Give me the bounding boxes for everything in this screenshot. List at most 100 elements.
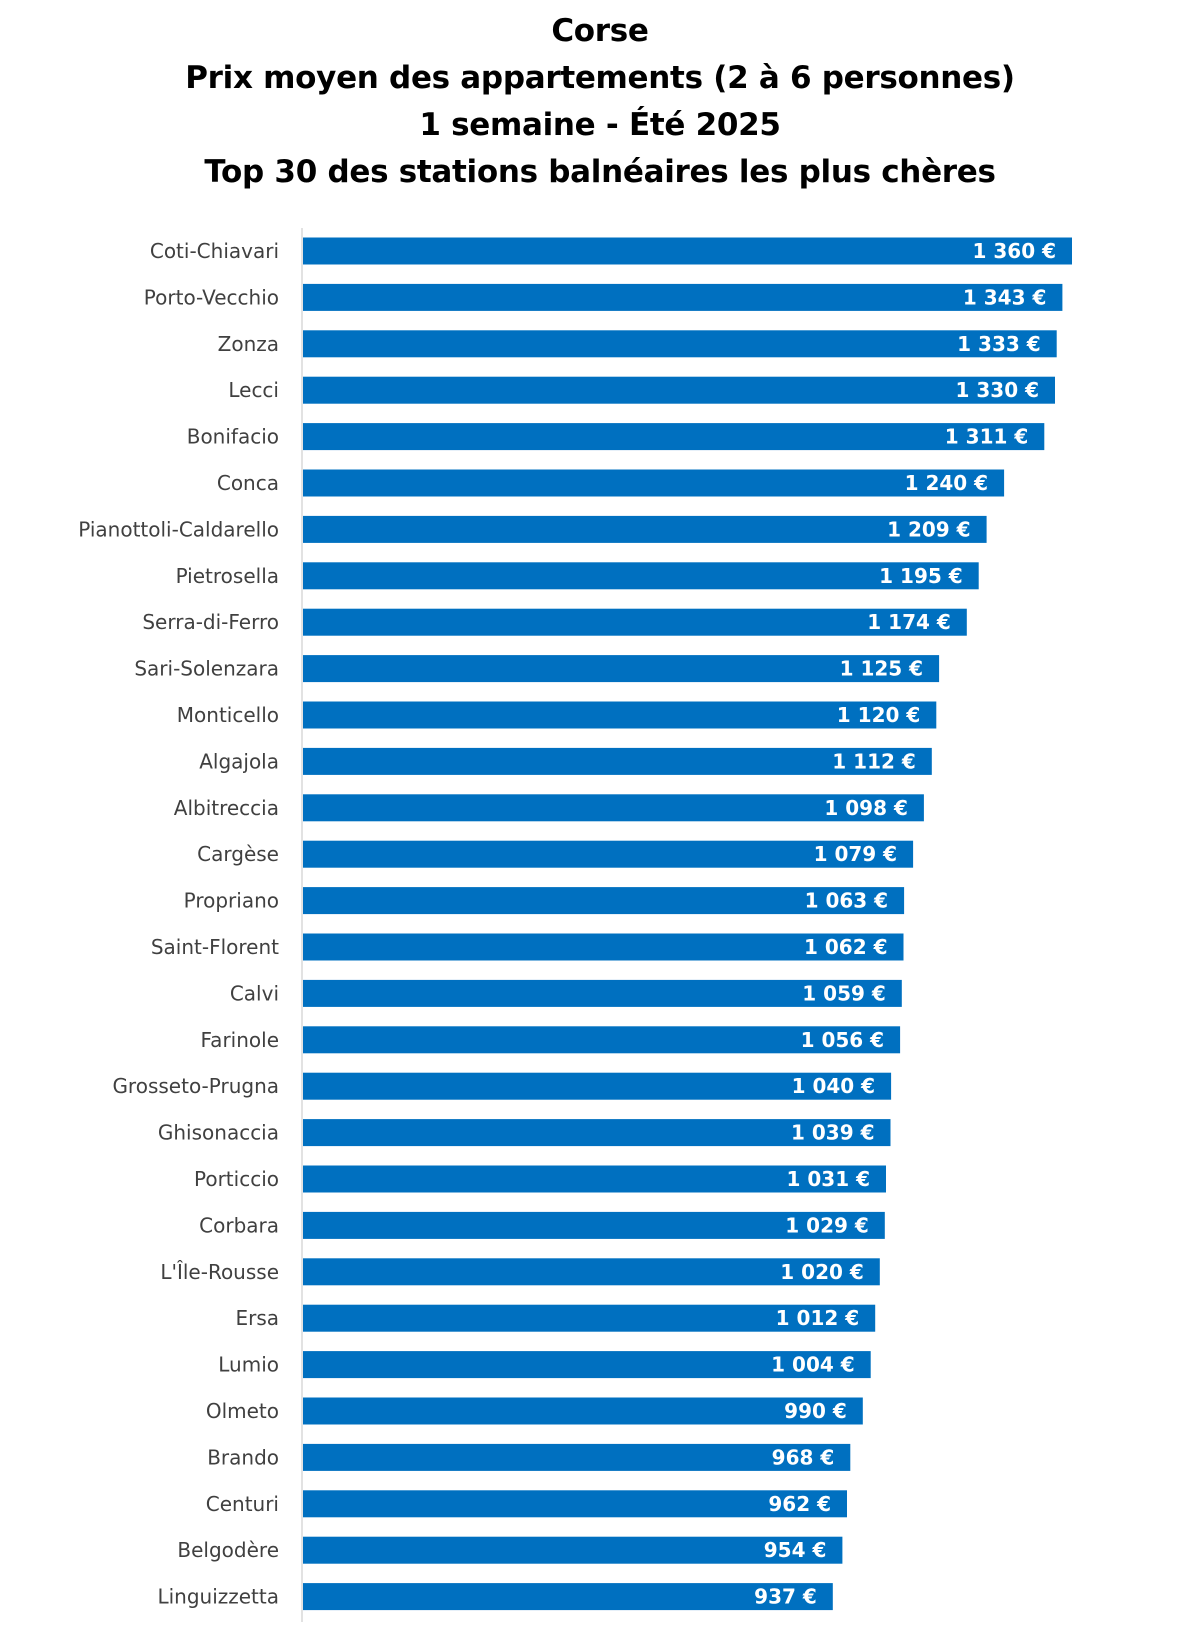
data-label: 990 €: [784, 1399, 847, 1423]
bar: [303, 376, 1055, 404]
bar-row: Porto-Vecchio 1 343 €: [144, 283, 1063, 311]
data-label: 1 020 €: [780, 1260, 864, 1284]
category-label: Brando: [207, 1445, 279, 1469]
data-label: 1 343 €: [963, 285, 1047, 309]
category-label: Saint-Florent: [151, 935, 279, 959]
data-label: 1 040 €: [792, 1074, 876, 1098]
bar-row: Belgodère 954 €: [177, 1536, 843, 1564]
category-label: Porticcio: [194, 1167, 279, 1191]
category-label: Olmeto: [206, 1399, 279, 1423]
data-label: 1 004 €: [771, 1353, 855, 1377]
data-label: 1 311 €: [945, 425, 1029, 449]
data-label: 1 333 €: [957, 332, 1041, 356]
category-label: Farinole: [201, 1028, 279, 1052]
bar: [303, 1351, 871, 1379]
category-label: Coti-Chiavari: [150, 239, 279, 263]
chart-title: Corse Prix moyen des appartements (2 à 6…: [0, 8, 1200, 196]
category-label: Linguizzetta: [157, 1585, 279, 1609]
data-label: 1 120 €: [837, 703, 921, 727]
bar-row: Saint-Florent 1 062 €: [151, 933, 904, 961]
data-label: 1 031 €: [786, 1167, 870, 1191]
data-label: 1 062 €: [804, 935, 888, 959]
category-label: Monticello: [177, 703, 279, 727]
category-label: Ersa: [235, 1306, 279, 1330]
bar: [303, 1258, 880, 1286]
category-label: L'Île-Rousse: [160, 1260, 279, 1284]
data-label: 1 012 €: [776, 1306, 860, 1330]
bar-row: Pietrosella 1 195 €: [176, 562, 979, 590]
bar: [303, 608, 967, 636]
data-label: 1 063 €: [805, 889, 889, 913]
category-label: Conca: [217, 471, 279, 495]
bar: [303, 701, 937, 729]
category-label: Porto-Vecchio: [144, 285, 279, 309]
bar: [303, 1119, 891, 1147]
bar: [303, 283, 1063, 311]
bar-row: Sari-Solenzara 1 125 €: [134, 655, 940, 683]
data-label: 1 125 €: [840, 657, 924, 681]
category-label: Grosseto-Prugna: [112, 1074, 279, 1098]
category-label: Lecci: [228, 378, 279, 402]
data-label: 1 098 €: [824, 796, 908, 820]
data-label: 1 059 €: [802, 981, 886, 1005]
bars-group: Coti-Chiavari 1 360 € Porto-Vecchio 1 343 €…: [78, 237, 1072, 1611]
category-label: Centuri: [206, 1492, 279, 1516]
bar-row: Zonza 1 333 €: [218, 330, 1057, 358]
bar: [303, 423, 1045, 451]
bar-row: Coti-Chiavari 1 360 €: [150, 237, 1072, 265]
bar-row: Lumio 1 004 €: [218, 1351, 871, 1379]
bar-row: Linguizzetta 937 €: [157, 1583, 833, 1611]
bar-row: Cargèse 1 079 €: [197, 840, 914, 868]
category-label: Pianottoli-Caldarello: [78, 517, 279, 541]
data-label: 1 029 €: [785, 1213, 869, 1237]
data-label: 962 €: [768, 1492, 831, 1516]
bar: [303, 515, 987, 543]
bar-row: Farinole 1 056 €: [201, 1026, 901, 1054]
data-label: 968 €: [772, 1445, 835, 1469]
bar: [303, 655, 940, 683]
bar: [303, 1072, 892, 1100]
bar-row: Monticello 1 120 €: [177, 701, 937, 729]
bar: [303, 747, 932, 775]
bar: [303, 840, 914, 868]
bar-row: Grosseto-Prugna 1 040 €: [112, 1072, 892, 1100]
bar-row: L'Île-Rousse 1 020 €: [160, 1258, 880, 1286]
bar: [303, 562, 979, 590]
chart-title-line-3: 1 semaine - Été 2025: [419, 107, 781, 143]
bar: [303, 933, 904, 961]
category-label: Zonza: [218, 332, 279, 356]
data-label: 937 €: [754, 1585, 817, 1609]
bar-row: Lecci 1 330 €: [228, 376, 1055, 404]
category-label: Propriano: [184, 889, 279, 913]
data-label: 1 360 €: [972, 239, 1056, 263]
data-label: 1 056 €: [801, 1028, 885, 1052]
bar-row: Propriano 1 063 €: [184, 887, 905, 915]
bar-row: Algajola 1 112 €: [199, 747, 932, 775]
bar: [303, 469, 1005, 497]
category-label: Calvi: [230, 981, 279, 1005]
bar: [303, 1211, 885, 1239]
category-label: Sari-Solenzara: [134, 657, 279, 681]
bar-row: Serra-di-Ferro 1 174 €: [142, 608, 967, 636]
category-label: Algajola: [199, 749, 279, 773]
bar-row: Calvi 1 059 €: [230, 979, 902, 1007]
chart-title-line-1: Corse: [551, 13, 649, 49]
bar: [303, 1583, 833, 1611]
bar: [303, 794, 924, 822]
bar-row: Corbara 1 029 €: [199, 1211, 885, 1239]
bar: [303, 1443, 851, 1471]
category-label: Cargèse: [197, 842, 279, 866]
bar-row: Conca 1 240 €: [217, 469, 1005, 497]
bar: [303, 979, 902, 1007]
bar: [303, 330, 1057, 358]
bar: [303, 1536, 843, 1564]
bar-row: Pianottoli-Caldarello 1 209 €: [78, 515, 987, 543]
bar: [303, 887, 905, 915]
category-label: Ghisonaccia: [158, 1121, 279, 1145]
bar-row: Porticcio 1 031 €: [194, 1165, 886, 1193]
data-label: 1 079 €: [814, 842, 898, 866]
data-label: 954 €: [764, 1538, 827, 1562]
category-label: Lumio: [218, 1353, 279, 1377]
bar: [303, 1165, 886, 1193]
